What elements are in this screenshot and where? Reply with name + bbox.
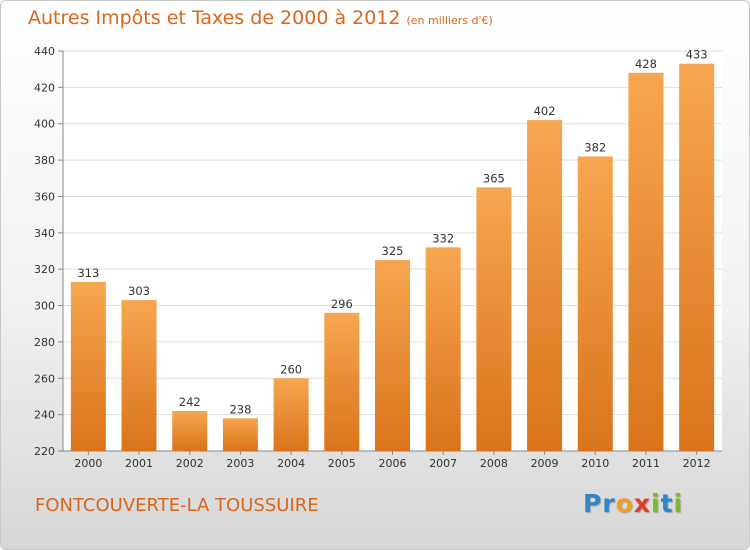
- logo-letter: r: [602, 489, 616, 518]
- x-tick-label: 2005: [328, 457, 356, 470]
- y-tick-label: 400: [34, 118, 55, 131]
- x-tick-label: 2007: [429, 457, 457, 470]
- x-tick-label: 2012: [683, 457, 711, 470]
- x-tick-label: 2006: [379, 457, 407, 470]
- logo-letter: i: [651, 489, 661, 518]
- data-label: 365: [483, 171, 505, 185]
- bar: [577, 156, 613, 452]
- y-tick-label: 300: [34, 300, 55, 313]
- x-axis: 2000 2001 2002 2003 2004 2005 2006 2007 2008 2009…: [74, 451, 711, 470]
- x-tick-label: 2003: [226, 457, 254, 470]
- bar: [375, 260, 410, 451]
- logo-letter: i: [673, 489, 684, 518]
- data-label: 382: [584, 140, 606, 154]
- y-tick-label: 280: [34, 336, 55, 349]
- bar: [527, 120, 563, 451]
- bar: [172, 411, 208, 451]
- y-tick-label: 360: [34, 190, 55, 203]
- y-tick-label: 260: [34, 372, 55, 385]
- commune-name: FONTCOUVERTE-LA TOUSSUIRE: [35, 495, 319, 516]
- data-label: 428: [635, 57, 657, 71]
- title-text: Autres Impôts et Taxes de 2000 à 2012: [28, 7, 401, 29]
- bar: [679, 63, 715, 452]
- chart-title: Autres Impôts et Taxes de 2000 à 2012 (en…: [28, 7, 493, 29]
- bar: [628, 72, 664, 452]
- data-label: 260: [280, 362, 302, 376]
- data-label: 238: [229, 402, 251, 416]
- proxiti-logo[interactable]: Proxiti: [583, 489, 683, 518]
- bar: [70, 281, 106, 451]
- data-label: 313: [77, 266, 99, 280]
- data-label: 402: [534, 104, 556, 118]
- x-tick-label: 2002: [176, 457, 204, 470]
- y-tick-label: 220: [34, 445, 55, 458]
- bar: [273, 378, 309, 451]
- y-tick-label: 380: [34, 154, 55, 167]
- y-tick-label: 240: [34, 409, 55, 422]
- bar: [121, 300, 157, 451]
- y-tick-label: 340: [34, 227, 55, 240]
- data-label: 242: [179, 395, 201, 409]
- data-label: 296: [331, 297, 353, 311]
- x-tick-label: 2001: [125, 457, 153, 470]
- data-label: 325: [382, 244, 404, 258]
- x-tick-label: 2004: [277, 457, 305, 470]
- bars: 313 303 242 238 260 296 325 332 365 402 382 428 433: [70, 48, 715, 452]
- logo-letter: t: [660, 489, 674, 518]
- x-tick-label: 2000: [74, 457, 102, 470]
- bar: [476, 187, 512, 451]
- x-tick-label: 2011: [632, 457, 660, 470]
- logo-letter: P: [583, 489, 603, 518]
- y-tick-label: 420: [34, 81, 55, 94]
- y-tick-label: 440: [34, 45, 55, 58]
- x-tick-label: 2010: [581, 457, 609, 470]
- data-label: 332: [432, 231, 454, 245]
- logo-letter: o: [615, 489, 634, 518]
- bar: [324, 312, 360, 451]
- y-tick-label: 320: [34, 263, 55, 276]
- title-unit: (en milliers d'€): [406, 14, 493, 27]
- data-label: 303: [128, 284, 150, 298]
- logo-letter: x: [633, 489, 651, 518]
- data-label: 433: [686, 48, 708, 62]
- x-tick-label: 2008: [480, 457, 508, 470]
- bar: [222, 418, 258, 451]
- x-tick-label: 2009: [531, 457, 559, 470]
- bar: [425, 247, 461, 451]
